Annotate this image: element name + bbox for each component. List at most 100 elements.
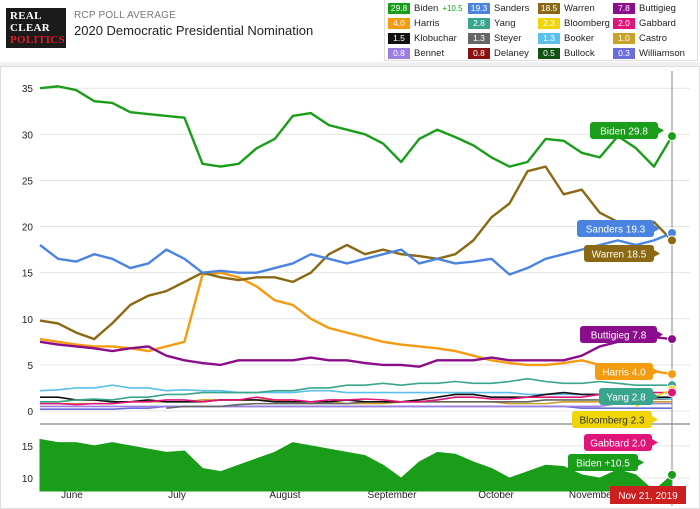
legend-item-bullock[interactable]: 0.5 Bullock: [538, 48, 595, 60]
end-label-box: [595, 363, 653, 380]
series-line-warren: [39, 165, 673, 341]
legend-name: Klobuchar: [414, 33, 457, 44]
legend-name: Warren: [564, 3, 595, 14]
legend-name: Steyer: [494, 33, 522, 44]
legend-value-badge: 4.0: [388, 18, 410, 29]
series-line-gabbard: [40, 391, 672, 406]
legend-value-badge: 18.5: [538, 3, 560, 14]
end-label-pointer: [653, 368, 659, 375]
legend-value-badge: 2.0: [613, 18, 635, 29]
legend-name: Bennet: [414, 48, 445, 59]
legend-name: Delaney: [494, 48, 529, 59]
legend-value-badge: 0.5: [538, 48, 560, 59]
legend-value-badge: 7.8: [613, 3, 635, 14]
legend-value-badge: 2.3: [538, 18, 560, 29]
legend-name: Sanders: [494, 3, 530, 14]
end-label-text: Warren 18.5: [592, 250, 647, 261]
y-tick-label: 0: [27, 407, 33, 418]
end-label-text: Gabbard 2.0: [590, 439, 646, 450]
end-label-text: Harris 4.0: [602, 368, 646, 379]
end-marker-warren: [667, 235, 677, 246]
end-label-pointer: [658, 127, 664, 134]
legend-item-steyer[interactable]: 1.3 Steyer: [468, 33, 521, 45]
legend-name: Yang: [494, 18, 516, 29]
series-line-booker: [39, 384, 673, 400]
legend-item-gabbard[interactable]: 2.0 Gabbard: [613, 18, 676, 30]
legend-name: Biden: [414, 3, 439, 14]
end-label-box: [590, 122, 658, 139]
end-label-text: Biden 29.8: [600, 127, 648, 138]
end-label-box: [577, 220, 654, 237]
spread-area: [39, 438, 673, 492]
legend-name: Gabbard: [639, 18, 676, 29]
end-label-text: Buttigieg 7.8: [591, 331, 647, 342]
legend-item-williamson[interactable]: 0.3 Williamson: [613, 48, 685, 60]
logo-line-3: POLITICS: [10, 34, 65, 46]
series-line-yang: [40, 377, 672, 403]
end-label-box: [580, 326, 657, 343]
legend-item-klobuchar[interactable]: 1.5 Klobuchar: [388, 33, 457, 45]
logo-line-2: CLEAR: [10, 22, 51, 34]
legend-item-warren[interactable]: 18.5 Warren: [538, 3, 595, 15]
legend-value-badge: 1.5: [388, 33, 410, 44]
legend-value-badge: 0.3: [613, 48, 635, 59]
legend-item-biden[interactable]: 29.8 Biden +10.5: [388, 3, 463, 15]
legend-value-badge: 1.3: [538, 33, 560, 44]
x-tick-label: July: [168, 490, 186, 501]
legend-value-badge: 1.0: [613, 33, 635, 44]
legend-name: Williamson: [639, 48, 685, 59]
end-marker-gabbard: [667, 387, 677, 398]
legend-item-buttigieg[interactable]: 7.8 Buttigieg: [613, 3, 676, 15]
legend-value-badge: 29.8: [388, 3, 410, 14]
legend-item-delaney[interactable]: 0.8 Delaney: [468, 48, 529, 60]
y-tick-label: 5: [27, 361, 33, 372]
end-label-box: [572, 411, 652, 428]
legend-item-bloomberg[interactable]: 2.3 Bloomberg: [538, 18, 610, 30]
current-date-label: Nov 21, 2019: [618, 491, 678, 502]
x-tick-label: October: [478, 490, 514, 501]
series-line-sanders: [39, 231, 673, 276]
end-label-pointer: [653, 393, 659, 400]
y-tick-label: 10: [22, 474, 34, 485]
end-label-pointer: [654, 225, 660, 232]
poll-chart[interactable]: 0 5 10 15 20 25 30 35 10 15 June July August Septembe…: [0, 66, 700, 509]
y-tick-label: 20: [22, 223, 34, 234]
end-label-box: [599, 388, 653, 405]
y-tick-label: 15: [22, 442, 34, 453]
poll-average-kicker: RCP POLL AVERAGE: [74, 10, 176, 21]
legend-value-badge: 1.3: [468, 33, 490, 44]
legend-name: Harris: [414, 18, 440, 29]
rcp-logo[interactable]: REAL CLEAR POLITICS: [6, 8, 66, 48]
end-label-pointer: [657, 331, 663, 338]
legend-value-badge: 19.3: [468, 3, 490, 14]
end-label-text: Bloomberg 2.3: [579, 416, 644, 427]
legend-name: Buttigieg: [639, 3, 676, 14]
y-tick-label: 25: [22, 176, 34, 187]
x-tick-label: June: [61, 490, 83, 501]
legend-name: Booker: [564, 33, 595, 44]
logo-line-1: REAL: [10, 10, 42, 22]
series-line-harris: [39, 271, 673, 376]
legend-value-badge: 2.8: [468, 18, 490, 29]
legend-item-booker[interactable]: 1.3 Booker: [538, 33, 594, 45]
legend-spread: +10.5: [442, 4, 463, 13]
end-label-box: [584, 245, 654, 262]
y-tick-label: 30: [22, 130, 34, 141]
legend-item-castro[interactable]: 1.0 Castro: [613, 33, 667, 45]
series-line-bennet: [40, 402, 672, 408]
end-marker-buttigieg: [667, 334, 677, 345]
end-label-text: Sanders 19.3: [586, 225, 646, 236]
end-label-pointer: [652, 439, 658, 446]
legend-item-sanders[interactable]: 19.3 Sanders: [468, 3, 529, 15]
end-label-pointer: [638, 459, 644, 466]
legend-item-harris[interactable]: 4.0 Harris: [388, 18, 439, 30]
x-tick-label: September: [368, 490, 418, 501]
end-label-text: Biden +10.5: [576, 459, 630, 470]
series-line-klobuchar: [40, 391, 672, 403]
legend-item-bennet[interactable]: 0.8 Bennet: [388, 48, 444, 60]
end-marker-harris: [667, 369, 677, 380]
legend-item-yang[interactable]: 2.8 Yang: [468, 18, 515, 30]
end-label-pointer: [654, 250, 660, 257]
end-marker-biden: [667, 131, 677, 142]
end-marker-spread: [667, 469, 677, 480]
